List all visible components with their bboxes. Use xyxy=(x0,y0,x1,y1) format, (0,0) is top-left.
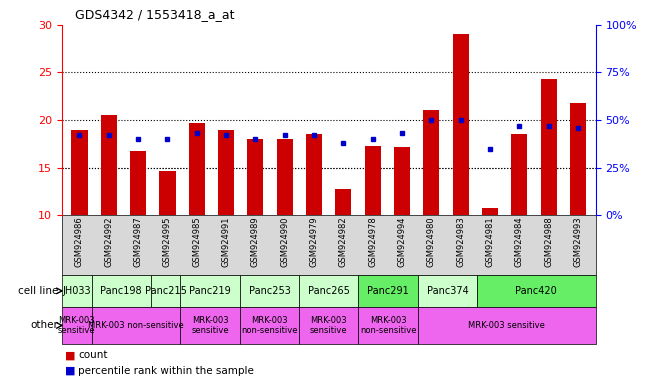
Bar xyxy=(218,131,234,215)
Text: count: count xyxy=(78,350,107,360)
Bar xyxy=(365,146,381,215)
Bar xyxy=(482,209,498,215)
Text: Panc198: Panc198 xyxy=(100,286,142,296)
Text: percentile rank within the sample: percentile rank within the sample xyxy=(78,366,254,376)
Bar xyxy=(101,115,117,215)
Bar xyxy=(511,134,527,215)
Text: MRK-003
sensitive: MRK-003 sensitive xyxy=(58,316,96,335)
Text: MRK-003 sensitive: MRK-003 sensitive xyxy=(468,321,545,330)
Text: Panc219: Panc219 xyxy=(189,286,231,296)
Text: ■: ■ xyxy=(65,366,76,376)
Text: other: other xyxy=(30,320,58,331)
Bar xyxy=(306,134,322,215)
Text: MRK-003
sensitive: MRK-003 sensitive xyxy=(310,316,348,335)
Bar xyxy=(189,123,205,215)
Bar xyxy=(277,139,293,215)
Text: Panc291: Panc291 xyxy=(367,286,409,296)
Bar xyxy=(247,139,264,215)
Text: Panc374: Panc374 xyxy=(426,286,468,296)
Text: GDS4342 / 1553418_a_at: GDS4342 / 1553418_a_at xyxy=(75,8,234,21)
Bar xyxy=(159,171,176,215)
Text: MRK-003
non-sensitive: MRK-003 non-sensitive xyxy=(241,316,298,335)
Text: Panc420: Panc420 xyxy=(516,286,557,296)
Text: JH033: JH033 xyxy=(62,286,91,296)
Text: Panc215: Panc215 xyxy=(145,286,187,296)
Bar xyxy=(452,35,469,215)
Text: MRK-003
sensitive: MRK-003 sensitive xyxy=(191,316,229,335)
Bar xyxy=(570,103,586,215)
Text: Panc265: Panc265 xyxy=(308,286,350,296)
Bar xyxy=(541,79,557,215)
Bar xyxy=(72,129,87,215)
Bar xyxy=(130,151,146,215)
Bar xyxy=(423,111,439,215)
Bar xyxy=(394,147,410,215)
Text: cell line: cell line xyxy=(18,286,58,296)
Text: MRK-003
non-sensitive: MRK-003 non-sensitive xyxy=(360,316,417,335)
Text: ■: ■ xyxy=(65,350,76,360)
Text: Panc253: Panc253 xyxy=(249,286,290,296)
Bar xyxy=(335,189,352,215)
Text: MRK-003 non-sensitive: MRK-003 non-sensitive xyxy=(88,321,184,330)
